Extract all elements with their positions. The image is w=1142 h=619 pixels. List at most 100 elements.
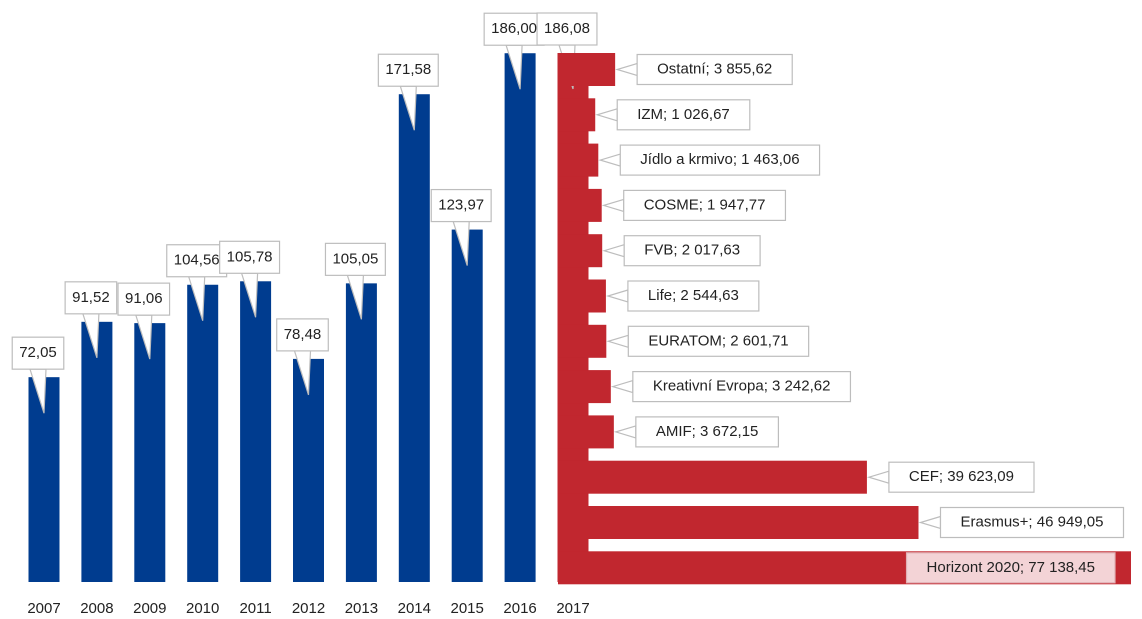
data-label-text: Life; 2 544,63 (648, 287, 739, 304)
bar (558, 234, 603, 268)
callout-pointer (613, 425, 637, 439)
data-label: IZM; 1 026,67 (595, 99, 751, 131)
label-box (11, 336, 65, 370)
bar (345, 283, 377, 582)
data-label: 171,58 (377, 53, 439, 131)
data-label: 105,05 (324, 242, 386, 320)
bar (240, 281, 272, 582)
label-box (619, 144, 821, 176)
x-tick-label: 2011 (239, 600, 271, 617)
data-label: 78,48 (276, 318, 329, 396)
data-label: 91,06 (117, 282, 171, 360)
bar (504, 53, 536, 583)
callout-pointer (595, 107, 618, 122)
data-label-text: 91,06 (125, 290, 163, 307)
data-label-text: IZM; 1 026,67 (637, 106, 730, 123)
label-box (888, 461, 1035, 493)
data-label: Ostatní; 3 855,62 (615, 53, 793, 86)
data-label-text: Horizont 2020; 77 138,45 (927, 559, 1095, 576)
label-box (166, 244, 228, 278)
bar (558, 188, 602, 222)
data-label-text: Jídlo a krmivo; 1 463,06 (640, 151, 799, 168)
data-label: CEF; 39 623,09 (866, 461, 1035, 493)
bar (558, 324, 607, 358)
callout-pointer (605, 289, 629, 303)
label-box (616, 99, 751, 131)
data-label-text: EURATOM; 2 601,71 (648, 332, 788, 349)
bar (187, 284, 219, 582)
data-label-text: Ostatní; 3 855,62 (657, 60, 772, 77)
label-box (324, 242, 386, 276)
label-box (627, 325, 810, 357)
bar (81, 321, 113, 582)
callout-pointer (606, 334, 629, 349)
data-label-text: 186,00 (491, 20, 537, 37)
x-tick-label: 2012 (292, 600, 325, 617)
data-label-text: FVB; 2 017,63 (644, 242, 740, 259)
data-label: EURATOM; 2 601,71 (606, 325, 810, 357)
bar (558, 143, 599, 177)
data-label: Kreativní Evropa; 3 242,62 (610, 371, 852, 403)
data-label-text: 123,97 (438, 197, 484, 214)
data-label-text: 91,52 (72, 289, 110, 306)
bar (558, 415, 614, 449)
callout-pointer (602, 243, 625, 258)
label-box (627, 280, 760, 312)
bar (558, 370, 611, 404)
x-tick-label: 2014 (398, 600, 431, 617)
label-box (632, 371, 852, 403)
label-box (623, 235, 761, 267)
label-box (905, 552, 1116, 584)
data-label: 123,97 (430, 188, 492, 266)
x-tick-label: 2015 (451, 600, 484, 617)
label-box (536, 12, 598, 46)
bar (558, 53, 616, 86)
data-label: Jídlo a krmivo; 1 463,06 (598, 144, 821, 176)
data-label: 186,00 (483, 12, 545, 90)
callout-pointer (601, 198, 625, 213)
label-box (623, 189, 787, 221)
callout-pointer (918, 515, 942, 530)
bar (293, 358, 324, 582)
data-label-text: 104,56 (174, 252, 220, 269)
data-label-text: AMIF; 3 672,15 (656, 423, 759, 440)
data-label: 72,05 (11, 336, 65, 414)
data-label-text: Erasmus+; 46 949,05 (960, 513, 1103, 530)
data-label: AMIF; 3 672,15 (613, 416, 780, 448)
bar (451, 229, 483, 582)
label-box (636, 53, 793, 86)
x-tick-label: 2013 (345, 600, 378, 617)
callout-pointer (866, 470, 890, 485)
data-label-text: CEF; 39 623,09 (909, 468, 1014, 485)
data-label-text: COSME; 1 947,77 (644, 196, 766, 213)
label-box (483, 12, 545, 46)
callout-pointer (610, 379, 634, 394)
x-tick-label: 2010 (186, 600, 219, 617)
label-box (377, 53, 439, 87)
label-box (117, 282, 171, 316)
data-label-text: 186,08 (544, 20, 590, 37)
bar (557, 53, 589, 582)
data-label-text: 105,78 (227, 248, 273, 265)
x-tick-label: 2016 (503, 600, 536, 617)
x-tick-label: 2007 (27, 600, 60, 617)
data-label: Life; 2 544,63 (605, 280, 760, 312)
label-box (430, 188, 492, 223)
label-box (939, 506, 1125, 539)
bar (558, 460, 867, 494)
data-label-text: 105,05 (332, 250, 378, 267)
x-tick-label: 2017 (556, 600, 589, 617)
data-label: 91,52 (64, 281, 118, 359)
label-box (276, 318, 329, 352)
callout-pointer (615, 62, 638, 77)
data-label: Erasmus+; 46 949,05 (918, 506, 1125, 539)
data-label: COSME; 1 947,77 (601, 189, 787, 221)
x-tick-label: 2008 (80, 600, 113, 617)
data-label: 104,56 (166, 244, 228, 321)
data-label-text: Kreativní Evropa; 3 242,62 (653, 378, 831, 395)
bar (558, 506, 919, 539)
data-label: FVB; 2 017,63 (602, 235, 761, 267)
label-box (219, 240, 281, 274)
callout-pointer (598, 153, 621, 167)
